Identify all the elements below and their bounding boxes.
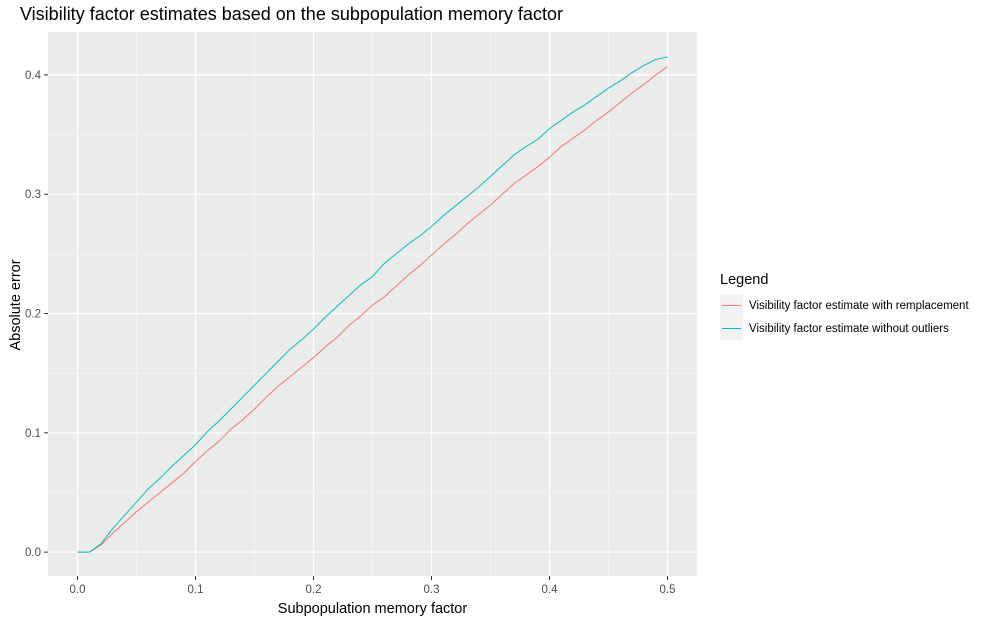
x-tick-label: 0.3 (424, 584, 440, 596)
chart-title: Visibility factor estimates based on the… (20, 4, 563, 24)
y-axis: 0.0 0.1 0.2 0.3 0.4 (25, 70, 48, 559)
legend-label: Visibility factor estimate with remplace… (749, 299, 969, 312)
y-tick-label: 0.4 (25, 70, 42, 82)
y-axis-title: Absolute error (8, 259, 24, 350)
x-tick-label: 0.1 (188, 584, 204, 596)
x-tick-label: 0.4 (542, 584, 559, 596)
y-tick-label: 0.1 (25, 428, 41, 440)
x-tick-label: 0.0 (70, 584, 86, 596)
grid-minor (48, 32, 697, 576)
legend-key-red (720, 294, 743, 317)
legend-item: Visibility factor estimate without outli… (720, 317, 969, 340)
y-tick-label: 0.0 (25, 547, 41, 559)
legend-item: Visibility factor estimate with remplace… (720, 294, 969, 317)
series-line-with-remplacement (77, 66, 668, 553)
legend-title: Legend (720, 272, 769, 288)
legend-label: Visibility factor estimate without outli… (749, 322, 949, 335)
y-tick-label: 0.2 (25, 309, 41, 321)
x-axis-title: Subpopulation memory factor (278, 601, 468, 617)
legend: Legend Visibility factor estimate with r… (720, 272, 969, 340)
series-layer (77, 56, 668, 553)
grid-major (48, 32, 697, 576)
y-tick-label: 0.3 (25, 189, 41, 201)
x-axis: 0.0 0.1 0.2 0.3 0.4 0.5 (70, 576, 676, 596)
series-line-without-outliers (77, 56, 668, 553)
x-tick-label: 0.2 (306, 584, 322, 596)
legend-key-cyan (720, 317, 743, 340)
x-tick-label: 0.5 (660, 584, 676, 596)
